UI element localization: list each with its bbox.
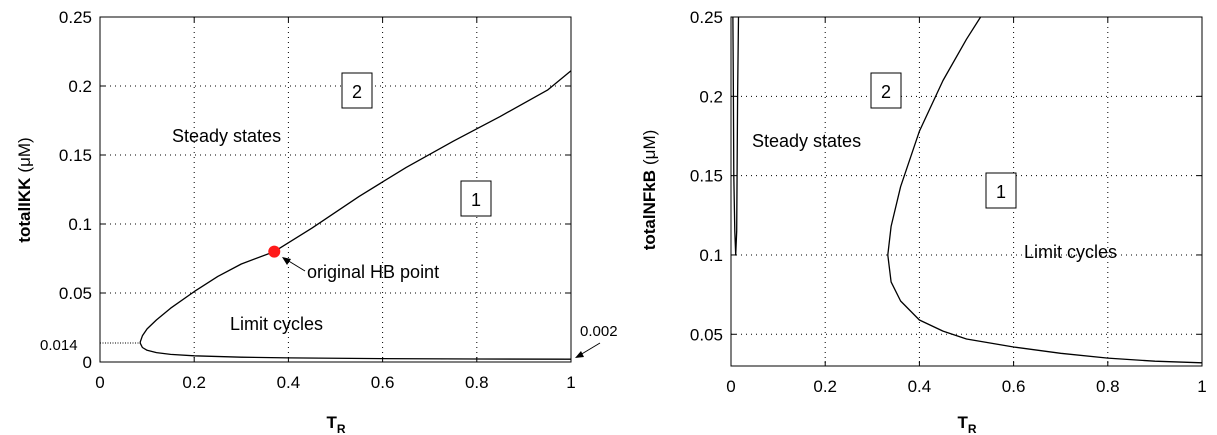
left-0002-arrow-head: [575, 351, 584, 358]
series-line-0: [139, 70, 572, 343]
right-region-1-box: [985, 172, 1017, 209]
left-region-2-box: [341, 72, 373, 109]
right-region-2-box: [870, 72, 902, 109]
left-plot-frame: [99, 16, 572, 363]
right-region-1-label: 1: [996, 182, 1006, 202]
x-tick-label: 0.8: [1096, 377, 1120, 396]
left-y-ticks: 0 0.05 0.1 0.15 0.2 0.25: [59, 8, 571, 372]
y-tick-label: 0.2: [699, 87, 723, 106]
y-tick-label: 0.15: [59, 146, 92, 165]
x-tick-label: 0.4: [277, 373, 301, 392]
y-tick-label: 0.15: [690, 167, 723, 186]
x-tick-label: 0: [95, 373, 104, 392]
right-limit-cycles-label: Limit cycles: [1024, 242, 1117, 262]
left-x-ticks: 0 0.2 0.4 0.6 0.8 1: [95, 17, 576, 392]
x-tick-label: 0: [726, 377, 735, 396]
right-plot-frame: [730, 16, 1203, 367]
x-tick-label: 0.6: [371, 373, 395, 392]
series-line-1: [732, 16, 740, 256]
x-tick-label: 0.2: [813, 377, 837, 396]
y-tick-label: 0.05: [59, 284, 92, 303]
x-tick-label: 1: [1197, 377, 1206, 396]
x-tick-label: 0.2: [182, 373, 206, 392]
y-tick-label: 0: [83, 353, 92, 372]
y-tick-label: 0.1: [68, 215, 92, 234]
right-grid: [731, 17, 1202, 366]
x-tick-label: 0.8: [465, 373, 489, 392]
y-tick-label: 0.05: [690, 325, 723, 344]
hb-point-marker: [268, 245, 281, 258]
left-chart: 0 0.2 0.4 0.6 0.8 1 0 0.05 0.1 0.15 0.2 0.25 TR to…: [15, 8, 618, 435]
hb-point-label: original HB point: [307, 262, 439, 282]
y-tick-label: 0.25: [59, 8, 92, 27]
y-tick-label: 0.1: [699, 246, 723, 265]
series-line-1: [139, 342, 572, 360]
x-tick-label: 1: [566, 373, 575, 392]
left-region-2-label: 2: [352, 82, 362, 102]
right-y-axis-label: totalNFkB(μM): [640, 130, 659, 251]
x-tick-label: 0.6: [1002, 377, 1026, 396]
left-x-axis-label: TR: [326, 413, 345, 435]
left-steady-states-label: Steady states: [172, 126, 281, 146]
y-tick-label: 0.25: [690, 8, 723, 27]
left-extra-y-label-0014: 0.014: [40, 337, 78, 354]
hb-arrow-line: [286, 259, 306, 272]
right-x-axis-label: TR: [957, 413, 976, 435]
left-curves: [139, 70, 572, 360]
right-y-ticks: 0.05 0.1 0.15 0.2 0.25: [690, 8, 1202, 344]
right-chart: 0 0.2 0.4 0.6 0.8 1 0.05 0.1 0.15 0.2 0.25 TR tot…: [640, 8, 1207, 435]
right-region-2-label: 2: [881, 82, 891, 102]
right-x-ticks: 0 0.2 0.4 0.6 0.8 1: [726, 17, 1207, 396]
left-limit-cycles-label: Limit cycles: [230, 314, 323, 334]
hb-arrow-head: [282, 257, 291, 265]
right-curves: [732, 16, 1203, 364]
left-0002-arrow-line: [579, 342, 601, 356]
left-region-1-label: 1: [471, 190, 481, 210]
right-steady-states-label: Steady states: [752, 131, 861, 151]
left-extra-right-label-0002: 0.002: [580, 323, 618, 340]
x-tick-label: 0.4: [908, 377, 932, 396]
series-line-0: [887, 16, 1203, 364]
left-y-axis-label: totalIKK(μM): [15, 137, 34, 242]
left-grid: [100, 17, 571, 362]
left-region-1-box: [460, 180, 492, 217]
y-tick-label: 0.2: [68, 77, 92, 96]
